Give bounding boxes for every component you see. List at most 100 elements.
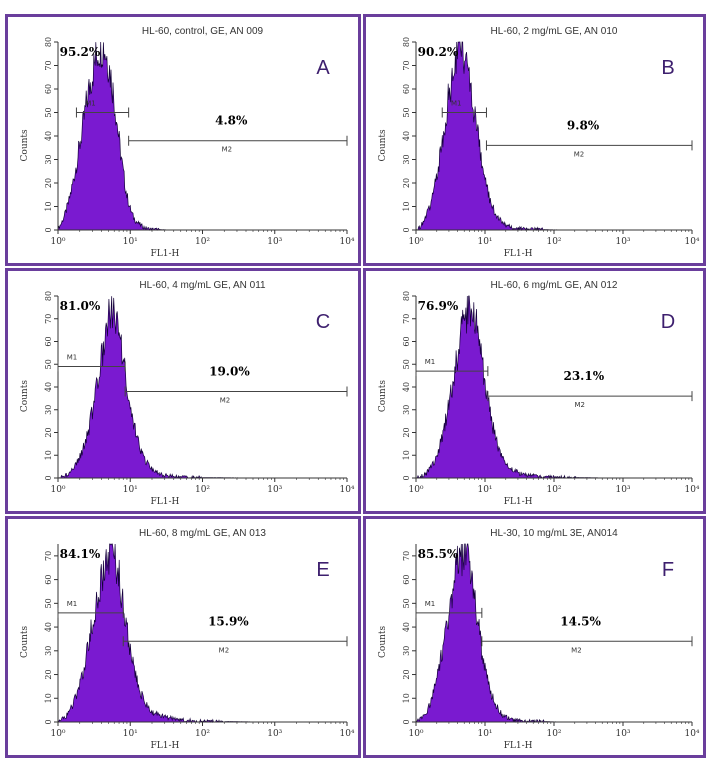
y-tick-label: 80 [44, 37, 53, 47]
panel-e: HL-60, 8 mg/mL GE, AN 013 E 10⁰ 10¹ 10² 10³ 10… [5, 516, 361, 758]
marker-m2-percent: 23.1% [563, 369, 604, 383]
marker-m2-percent: 15.9% [208, 614, 249, 628]
x-tick-label: 10² [195, 729, 210, 739]
y-tick-label: 40 [402, 382, 411, 392]
y-tick-label: 20 [402, 178, 411, 188]
x-tick-label: 10⁰ [408, 729, 423, 739]
x-axis-label: FL1-H [504, 249, 533, 259]
x-axis-label: FL1-H [504, 741, 533, 751]
x-axis-label: FL1-H [151, 497, 180, 507]
y-tick-label: 40 [44, 622, 53, 632]
y-tick-label: 20 [44, 178, 53, 188]
marker-m1-percent: 81.0% [60, 299, 101, 313]
marker-m1-name: M1 [67, 354, 78, 362]
marker-m1-name: M1 [85, 100, 96, 108]
y-tick-label: 70 [44, 551, 53, 561]
y-tick-label: 50 [402, 107, 411, 117]
marker-m2-percent: 19.0% [209, 365, 250, 379]
y-tick-label: 60 [402, 84, 411, 94]
y-tick-label: 40 [44, 382, 53, 392]
y-tick-label: 20 [402, 427, 411, 437]
y-tick-label: 0 [44, 475, 53, 480]
panel-letter: D [661, 311, 675, 333]
y-tick-label: 10 [402, 693, 411, 703]
y-tick-label: 10 [44, 450, 53, 460]
y-tick-label: 20 [44, 427, 53, 437]
marker-m2-name: M2 [219, 646, 230, 654]
x-tick-label: 10⁴ [339, 485, 354, 495]
y-tick-label: 60 [44, 84, 53, 94]
y-tick-label: 10 [44, 693, 53, 703]
panel-f: HL-30, 10 mg/mL 3E, AN014 F 10⁰ 10¹ 10² 10³ 10… [363, 516, 706, 758]
panel-title: HL-30, 10 mg/mL 3E, AN014 [490, 528, 618, 539]
y-tick-label: 30 [402, 154, 411, 164]
y-tick-label: 60 [402, 575, 411, 585]
panel-d: HL-60, 6 mg/mL GE, AN 012 D 10⁰ 10¹ 10² 10³ 10… [363, 268, 706, 514]
marker-m2-percent: 9.8% [567, 118, 600, 132]
panel-a: HL-60, control, GE, AN 009 A 10⁰ 10¹ 10² 10³ 1… [5, 14, 361, 266]
y-tick-label: 50 [44, 359, 53, 369]
x-tick-label: 10¹ [477, 485, 492, 495]
x-tick-label: 10⁴ [339, 237, 354, 247]
y-tick-label: 80 [402, 291, 411, 301]
y-tick-label: 50 [44, 598, 53, 608]
x-tick-label: 10² [195, 485, 210, 495]
y-tick-label: 40 [44, 131, 53, 141]
marker-m2-name: M2 [220, 397, 231, 405]
marker-m1-percent: 90.2% [418, 45, 459, 59]
y-tick-label: 40 [402, 131, 411, 141]
x-tick-label: 10⁰ [408, 237, 423, 247]
panel-letter: E [316, 559, 329, 581]
x-tick-label: 10³ [615, 485, 630, 495]
y-tick-label: 60 [44, 336, 53, 346]
y-axis-label: Counts [378, 380, 388, 413]
x-tick-label: 10³ [615, 237, 630, 247]
x-tick-label: 10³ [267, 485, 282, 495]
x-axis-label: FL1-H [151, 741, 180, 751]
x-tick-label: 10¹ [123, 237, 138, 247]
marker-m2-percent: 4.8% [215, 114, 248, 128]
panel-title: HL-60, 2 mg/mL GE, AN 010 [491, 26, 618, 37]
marker-m1-percent: 85.5% [418, 547, 459, 561]
x-tick-label: 10⁰ [50, 237, 65, 247]
marker-m1-name: M1 [425, 600, 436, 608]
x-tick-label: 10¹ [477, 237, 492, 247]
x-tick-label: 10³ [267, 237, 282, 247]
panel-title: HL-60, 8 mg/mL GE, AN 013 [139, 528, 266, 539]
y-tick-label: 70 [402, 314, 411, 324]
marker-m1-name: M1 [451, 100, 462, 108]
y-axis-label: Counts [20, 380, 30, 413]
y-tick-label: 40 [402, 622, 411, 632]
panel-title: HL-60, 6 mg/mL GE, AN 012 [491, 280, 618, 291]
x-tick-label: 10⁰ [408, 485, 423, 495]
marker-m2-name: M2 [222, 146, 233, 154]
x-tick-label: 10⁴ [339, 729, 354, 739]
y-tick-label: 30 [44, 154, 53, 164]
x-tick-label: 10¹ [477, 729, 492, 739]
x-tick-label: 10³ [267, 729, 282, 739]
y-tick-label: 0 [402, 227, 411, 232]
y-tick-label: 50 [402, 598, 411, 608]
x-tick-label: 10² [195, 237, 210, 247]
y-axis-label: Counts [20, 625, 30, 658]
marker-m1-percent: 95.2% [60, 45, 101, 59]
y-tick-label: 0 [44, 719, 53, 724]
x-axis-label: FL1-H [504, 497, 533, 507]
y-tick-label: 10 [44, 201, 53, 211]
y-tick-label: 0 [44, 227, 53, 232]
panel-letter: B [661, 57, 674, 79]
panel-title: HL-60, control, GE, AN 009 [142, 26, 264, 37]
x-tick-label: 10¹ [123, 485, 138, 495]
y-tick-label: 60 [402, 336, 411, 346]
y-axis-label: Counts [378, 129, 388, 162]
y-tick-label: 50 [44, 107, 53, 117]
y-tick-label: 10 [402, 450, 411, 460]
y-tick-label: 0 [402, 475, 411, 480]
y-tick-label: 80 [44, 291, 53, 301]
marker-m1-percent: 84.1% [60, 547, 101, 561]
panel-letter: A [316, 57, 330, 79]
y-tick-label: 30 [402, 405, 411, 415]
marker-m1-percent: 76.9% [418, 299, 459, 313]
y-tick-label: 70 [402, 60, 411, 70]
panel-title: HL-60, 4 mg/mL GE, AN 011 [139, 280, 266, 291]
